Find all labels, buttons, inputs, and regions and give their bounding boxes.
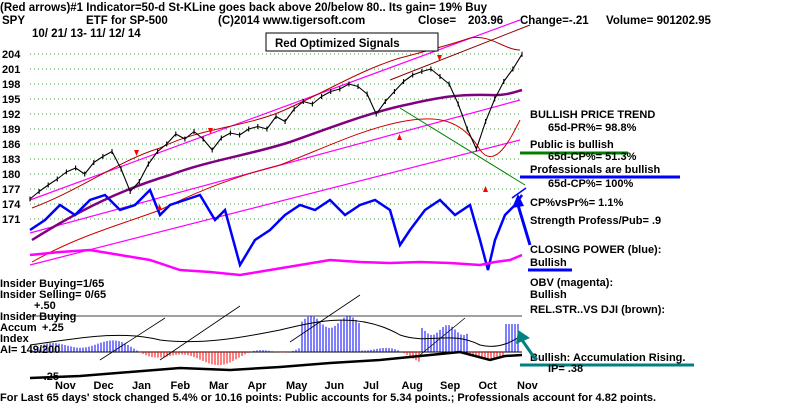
- accumulation-bars: [31, 316, 519, 366]
- indicator-tick-p25: +.25: [42, 322, 64, 334]
- footer-summary: For Last 65 days' stock changed 5.4% or …: [0, 392, 656, 403]
- x-label-apr-5: Apr: [248, 380, 268, 392]
- y-tick-180: 180: [2, 169, 20, 181]
- strength: Strength Profess/Pub= .9: [530, 215, 661, 227]
- date-range: 10/ 21/ 13- 11/ 12/ 14: [32, 28, 141, 40]
- x-label-jul-8: Jul: [363, 380, 379, 392]
- accum-trend-3: [289, 294, 361, 343]
- y-tick-198: 198: [2, 79, 20, 91]
- cp-vs-pr: CP%vsPr%= 1.1%: [530, 197, 623, 209]
- price-channel: [29, 19, 521, 266]
- signal-pointer-arrows: [511, 187, 538, 361]
- red-arrows: [134, 55, 488, 210]
- y-tick-183: 183: [2, 154, 20, 166]
- y-tick-186: 186: [2, 139, 20, 151]
- x-label-feb-3: Feb: [171, 380, 191, 392]
- ticker: SPY: [2, 15, 25, 27]
- moving-average: [31, 88, 523, 242]
- public-label: Public is bullish: [530, 139, 614, 151]
- rel-str-label: REL.STR..VS DJI (brown):: [530, 304, 665, 316]
- public-cp: 65d-CP%= 51.3%: [548, 151, 637, 163]
- x-label-nov-0: Nov: [55, 380, 77, 392]
- x-label-dec-1: Dec: [94, 380, 114, 392]
- y-tick-171: 171: [2, 214, 20, 226]
- lower-band: [31, 118, 521, 263]
- y-tick-201: 201: [2, 64, 20, 76]
- x-label-may-6: May: [286, 380, 308, 392]
- accum-trend-4: [419, 317, 466, 356]
- y-tick-195: 195: [2, 94, 20, 106]
- upper-band: [31, 36, 521, 209]
- x-label-nov-12: Nov: [517, 380, 539, 392]
- month-axis: Nov Dec Jan Feb Mar Apr May Jun Jul Aug Sep Oct Nov: [55, 380, 539, 392]
- signals-box: [265, 32, 439, 52]
- ip-value: IP= .38: [548, 363, 583, 375]
- accum-trend-2: [159, 305, 241, 361]
- close-label: Close=: [418, 15, 456, 27]
- x-label-oct-11: Oct: [479, 380, 498, 392]
- indicator-title-2: Accum: [0, 322, 37, 334]
- volume-value: Volume= 901202.95: [606, 15, 712, 27]
- change-value: Change=-.21: [520, 15, 589, 27]
- price-axis: 204 201 198 195 192 189 186 183 180 177 174 171: [2, 49, 21, 226]
- indicator-tick-m25: -.25: [40, 371, 59, 383]
- pros-cp: 65d-CP%= 100%: [548, 178, 634, 190]
- y-tick-177: 177: [2, 184, 20, 196]
- x-label-sep-10: Sep: [440, 380, 460, 392]
- y-tick-174: 174: [2, 199, 21, 211]
- closing-power-line: [29, 187, 524, 271]
- obv-label: OBV (magenta):: [530, 277, 613, 289]
- insider-buying: Insider Buying=1/65: [0, 278, 104, 290]
- x-label-jun-7: Jun: [325, 380, 345, 392]
- x-label-mar-4: Mar: [209, 380, 229, 392]
- obv-state: Bullish: [530, 289, 567, 301]
- accum-trend-1: [99, 317, 166, 361]
- indicator-title-3: Index: [0, 333, 30, 345]
- signals-box-label: Red Optimized Signals: [275, 38, 400, 50]
- accum-label: Bullish: Accumulation Rising.: [530, 352, 685, 364]
- header-indicator-text: (Red arrows)#1 Indicator=50-d St-KLine g…: [0, 2, 488, 14]
- obv-line: [29, 248, 523, 277]
- etf-label: ETF for SP-500: [86, 15, 168, 27]
- pr65: 65d-PR%= 98.8%: [548, 122, 637, 134]
- closing-power-label: CLOSING POWER (blue):: [530, 244, 661, 256]
- y-tick-192: 192: [2, 109, 20, 121]
- price-series: [29, 51, 523, 202]
- x-label-jan-2: Jan: [132, 380, 151, 392]
- close-value: 203.96: [468, 15, 503, 27]
- ai-value: AI= 149/200: [0, 344, 60, 356]
- long-trendline: [399, 107, 526, 186]
- copyright: (C)2014 www.tigersoft.com: [218, 15, 365, 27]
- indicator-tick-p50: +.50: [34, 300, 56, 312]
- indicator-title-1: Insider Buying: [0, 311, 76, 323]
- y-tick-189: 189: [2, 124, 20, 136]
- resistance-line: [389, 24, 531, 81]
- x-label-aug-9: Aug: [402, 380, 423, 392]
- pros-label: Professionals are bullish: [530, 164, 660, 176]
- bullish-trend: BULLISH PRICE TREND: [530, 109, 655, 121]
- insider-selling: Insider Selling= 0/65: [0, 289, 106, 301]
- y-tick-204: 204: [2, 49, 21, 61]
- closing-power-state: Bullish: [530, 257, 567, 269]
- rel-strength-line: [29, 350, 523, 380]
